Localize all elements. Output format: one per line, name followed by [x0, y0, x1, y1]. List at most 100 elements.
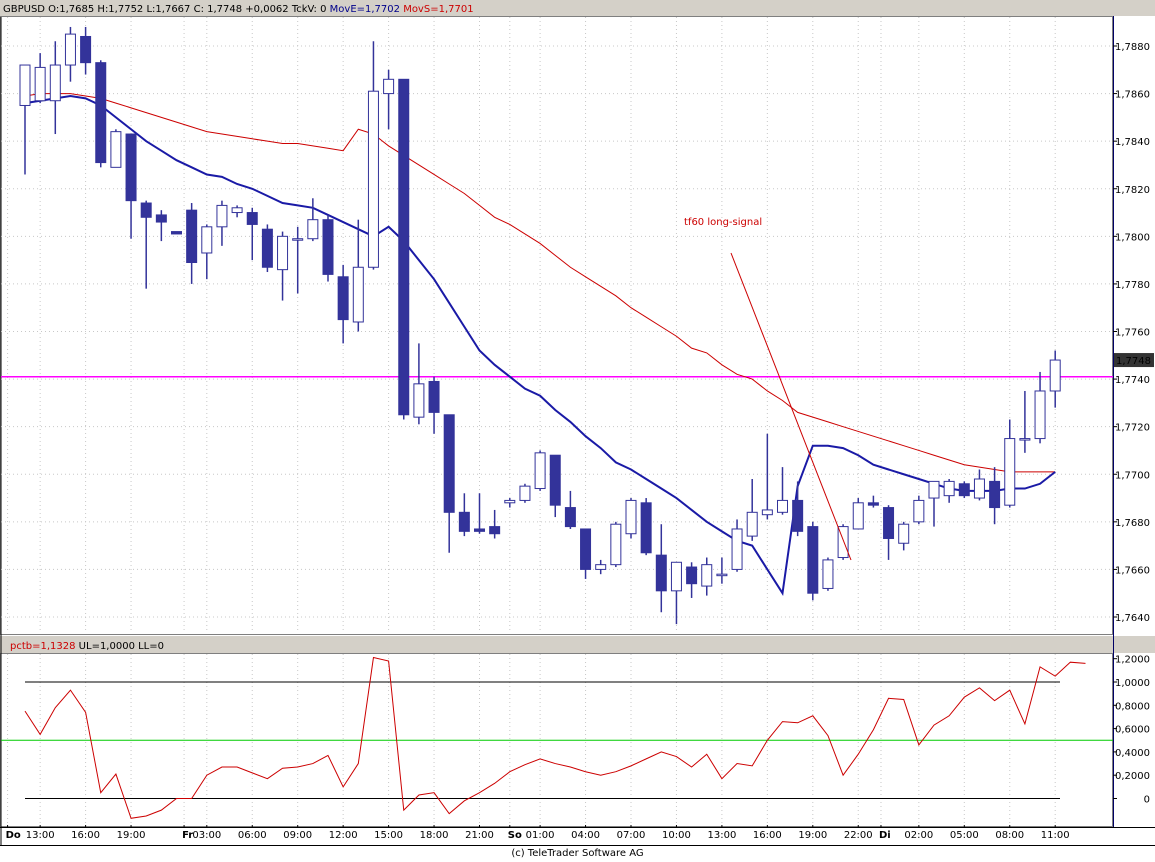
candle: [19, 64, 31, 175]
candle: [1049, 350, 1061, 408]
candle: [928, 480, 940, 527]
candle-body-bull: [413, 383, 425, 418]
candle-body-bear: [261, 228, 273, 268]
candle: [913, 495, 925, 525]
candle: [34, 53, 46, 104]
candle: [746, 479, 758, 541]
candle-body-bull: [383, 78, 395, 95]
candle: [792, 481, 804, 537]
candle: [1034, 371, 1046, 444]
candle: [277, 231, 289, 301]
price-y-tick-label: 1,7800: [1115, 232, 1150, 243]
x-time-label: 04:00: [571, 830, 600, 841]
pctb-line: [24, 656, 1086, 819]
candle-body-bear: [80, 35, 92, 64]
candle: [413, 343, 425, 425]
candle: [337, 264, 349, 344]
x-day-label: So: [508, 830, 522, 841]
candle: [155, 210, 167, 242]
candle-body-bear: [474, 528, 485, 532]
ind-y-tick-label: 0,2000: [1115, 771, 1150, 782]
candle-body-bear: [958, 483, 970, 497]
candle-body-bear: [443, 414, 455, 513]
candle-body-bull: [716, 573, 728, 577]
candles: [19, 26, 1061, 625]
ema-blue-line: [24, 94, 1056, 597]
x-time-label: 21:00: [465, 830, 494, 841]
candle-body-bull: [746, 511, 758, 537]
candle-body-bear: [458, 511, 470, 532]
x-time-label: 09:00: [283, 830, 312, 841]
x-time-label: 05:00: [950, 830, 979, 841]
candle: [958, 481, 970, 499]
candle-body-bull: [913, 499, 925, 523]
candle: [1004, 419, 1016, 508]
candle: [898, 521, 910, 551]
candle: [534, 450, 546, 491]
candle-body-bull: [943, 480, 955, 497]
indicator-header-text: pctb=1,1328 UL=1,0000 LL=0: [10, 641, 164, 652]
candle: [64, 26, 76, 82]
price-y-tick-label: 1,7880: [1115, 42, 1150, 53]
candle: [458, 493, 470, 537]
x-time-label: 10:00: [662, 830, 691, 841]
header-ohlc: GBPUSD O:1,7685 H:1,7752 L:1,7667 C: 1,7…: [3, 4, 330, 15]
candle-body-bull: [822, 559, 834, 589]
candle: [322, 214, 334, 282]
candle-body-bull: [352, 266, 364, 323]
candle: [307, 198, 319, 242]
price-header-bar: [0, 0, 1155, 16]
candle-body-bear: [398, 78, 410, 416]
candle: [504, 498, 516, 508]
price-y-tick-label: 1,7760: [1115, 328, 1150, 339]
candle: [807, 521, 819, 601]
candle: [731, 519, 743, 572]
x-day-label: Di: [879, 830, 891, 841]
x-time-label: 16:00: [71, 830, 100, 841]
candle: [171, 231, 182, 235]
candle-body-bear: [489, 526, 501, 535]
price-y-tick-label: 1,7820: [1115, 185, 1150, 196]
candle-body-bull: [610, 523, 622, 566]
candle-body-bull: [670, 561, 682, 592]
candle: [716, 557, 728, 584]
x-time-label: 13:00: [707, 830, 736, 841]
candle-body-bull: [277, 235, 289, 271]
ind-y-tick-label: 1,2000: [1115, 655, 1150, 666]
x-time-label: 19:00: [798, 830, 827, 841]
ind-y-tick-label: 1,0000: [1115, 678, 1150, 689]
price-panel-border: [0, 16, 1113, 635]
candle-body-bull: [973, 478, 985, 499]
candle: [489, 509, 501, 539]
x-time-label: 01:00: [526, 830, 555, 841]
candle-body-bull: [1004, 438, 1016, 506]
candle: [110, 129, 122, 168]
candle: [595, 559, 607, 575]
footer-copyright: (c) TeleTrader Software AG: [511, 848, 644, 859]
price-y-tick-label: 1,7780: [1115, 280, 1150, 291]
candle-body-bull: [625, 499, 637, 535]
candle-body-bear: [155, 214, 167, 223]
candle-body-bear: [322, 219, 334, 275]
price-y-tick-label: 1,7840: [1115, 137, 1150, 148]
candle-body-bull: [19, 64, 31, 106]
x-time-label: 12:00: [329, 830, 358, 841]
candle: [883, 505, 895, 560]
candle-body-bull: [731, 528, 743, 570]
candle-body-bear: [95, 62, 107, 164]
signal-annotation: tf60 long-signal: [684, 217, 762, 228]
candle: [231, 205, 243, 218]
candle-body-bull: [701, 564, 713, 587]
candle-body-bull: [928, 480, 940, 499]
price-y-tick-label: 1,7680: [1115, 518, 1150, 529]
candle-body-bull: [231, 207, 243, 214]
candle: [474, 493, 485, 534]
x-time-label: 03:00: [192, 830, 221, 841]
x-time-label: 07:00: [617, 830, 646, 841]
candle-body-bull: [837, 526, 849, 559]
x-time-label: 22:00: [844, 830, 873, 841]
candle: [186, 203, 198, 284]
candle: [49, 41, 61, 135]
candle: [852, 498, 864, 530]
